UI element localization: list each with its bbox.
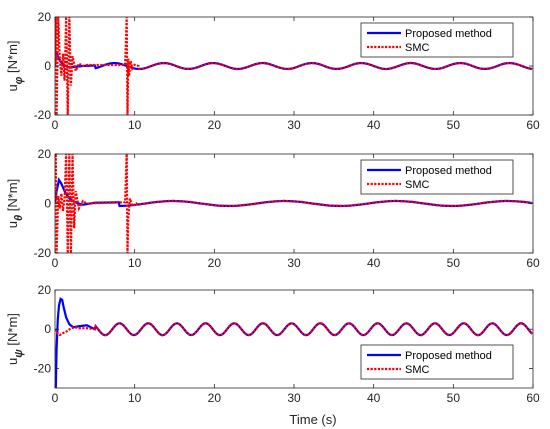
x-tick-label: 0 bbox=[52, 391, 59, 405]
y-axis-label-unit: [N*m] bbox=[5, 179, 20, 215]
legend-label: SMC bbox=[405, 179, 430, 191]
x-tick-label: 10 bbox=[128, 118, 142, 132]
legend: Proposed method SMC bbox=[360, 344, 514, 380]
x-tick-label: 10 bbox=[128, 391, 142, 405]
x-tick-label: 20 bbox=[208, 256, 222, 270]
series-line-smc bbox=[55, 322, 533, 337]
subplot-3: 0 10 20 30 40 50 60 -20 0 20 uψ [N*m] Proposed meth… bbox=[5, 283, 540, 405]
legend-box bbox=[360, 22, 514, 58]
x-tick-label: 20 bbox=[208, 118, 222, 132]
y-tick-label: -20 bbox=[34, 108, 52, 122]
plot-area bbox=[55, 154, 533, 253]
y-tick-label: 20 bbox=[38, 283, 52, 297]
x-tick-label: 30 bbox=[287, 118, 301, 132]
y-tick-label: -20 bbox=[34, 246, 52, 260]
x-tick-label: 40 bbox=[367, 118, 381, 132]
y-axis-label: uψ [N*m] bbox=[5, 313, 25, 365]
x-tick-label: 30 bbox=[287, 256, 301, 270]
x-tick-label: 50 bbox=[447, 118, 461, 132]
y-tick-label: -20 bbox=[34, 361, 52, 375]
y-axis-label-prefix: u bbox=[5, 221, 20, 228]
x-tick-label: 60 bbox=[526, 256, 540, 270]
legend: Proposed method SMC bbox=[360, 22, 514, 58]
y-axis-label-prefix: u bbox=[5, 358, 20, 365]
legend-label: Proposed method bbox=[405, 165, 492, 177]
y-axis-label: uφ [N*m] bbox=[5, 40, 25, 91]
legend-label: SMC bbox=[405, 364, 430, 376]
series-line-smc bbox=[55, 17, 533, 115]
y-axis-label-unit: [N*m] bbox=[5, 313, 20, 349]
x-tick-label: 0 bbox=[52, 256, 59, 270]
x-tick-label: 20 bbox=[208, 391, 222, 405]
legend-label: Proposed method bbox=[405, 28, 492, 40]
x-tick-label: 50 bbox=[447, 391, 461, 405]
y-axis-label-unit: [N*m] bbox=[5, 40, 20, 76]
plot-area bbox=[55, 17, 533, 115]
x-tick-label: 0 bbox=[52, 118, 59, 132]
y-axis-label-prefix: u bbox=[5, 84, 20, 91]
plot-area bbox=[55, 297, 533, 388]
y-axis-label-symbol: φ bbox=[13, 76, 25, 84]
y-axis-label-symbol: θ bbox=[13, 215, 25, 221]
x-tick-label: 60 bbox=[526, 118, 540, 132]
legend: Proposed method SMC bbox=[360, 159, 514, 195]
y-tick-label: 0 bbox=[44, 322, 51, 336]
y-axis-label-symbol: ψ bbox=[13, 349, 25, 358]
x-axis-label: Time (s) bbox=[289, 412, 336, 427]
y-tick-label: 0 bbox=[44, 59, 51, 73]
x-tick-label: 10 bbox=[128, 256, 142, 270]
x-tick-label: 50 bbox=[447, 256, 461, 270]
series-line-smc bbox=[55, 154, 533, 253]
y-tick-label: 20 bbox=[38, 147, 52, 161]
legend-box bbox=[360, 159, 514, 195]
legend-label: Proposed method bbox=[405, 350, 492, 362]
x-tick-label: 40 bbox=[367, 256, 381, 270]
legend-label: SMC bbox=[405, 42, 430, 54]
y-tick-label: 20 bbox=[38, 10, 52, 24]
y-axis-label: uθ [N*m] bbox=[5, 179, 25, 229]
x-tick-label: 30 bbox=[287, 391, 301, 405]
y-tick-label: 0 bbox=[44, 197, 51, 211]
x-tick-label: 60 bbox=[526, 391, 540, 405]
legend-box bbox=[360, 344, 514, 380]
x-tick-label: 40 bbox=[367, 391, 381, 405]
